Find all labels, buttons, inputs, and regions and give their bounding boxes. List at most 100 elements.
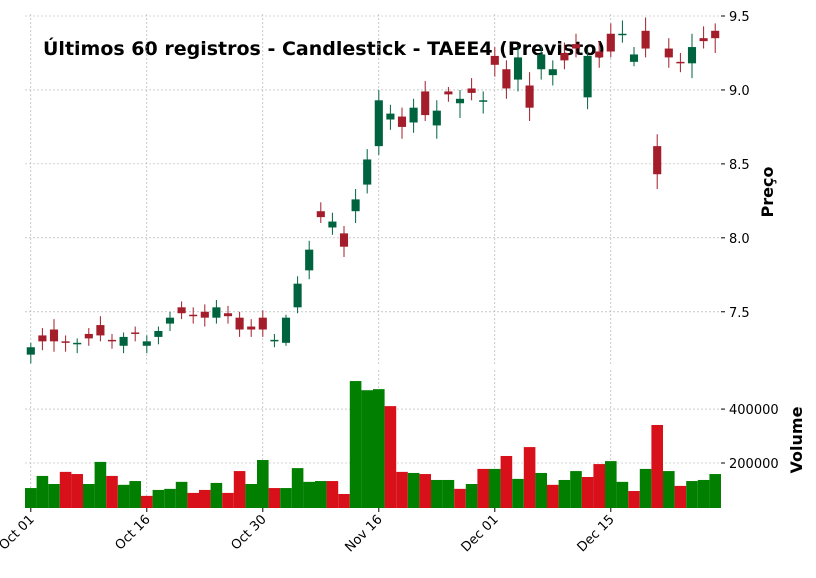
candle-body bbox=[513, 57, 523, 80]
candle-body bbox=[223, 313, 233, 317]
volume-bar bbox=[187, 492, 199, 508]
volume-bar bbox=[245, 484, 257, 508]
candle-body bbox=[154, 330, 163, 337]
volume-bar bbox=[512, 478, 524, 508]
candle-body bbox=[479, 100, 488, 102]
x-tick-label: Nov 16 bbox=[342, 512, 385, 555]
volume-bar bbox=[257, 460, 269, 508]
volume-bar bbox=[431, 479, 443, 508]
y-axis-label: Preço bbox=[758, 167, 777, 218]
volume-bar bbox=[48, 484, 60, 508]
candle-body bbox=[676, 61, 685, 64]
volume-bar bbox=[373, 389, 385, 508]
volume-bar bbox=[141, 495, 153, 508]
volume-bar bbox=[384, 406, 397, 508]
candle-body bbox=[49, 329, 59, 342]
candle-body bbox=[490, 55, 499, 65]
candle-body bbox=[687, 47, 697, 64]
candle-body bbox=[119, 336, 128, 346]
candle-body bbox=[537, 54, 546, 70]
candle-body bbox=[293, 283, 302, 308]
volume-bar bbox=[117, 484, 130, 508]
candle-body bbox=[73, 342, 82, 345]
y-tick-label: 9.5 bbox=[729, 10, 750, 25]
candle-body bbox=[571, 44, 581, 49]
volume-bar bbox=[199, 489, 211, 508]
candle-body bbox=[200, 311, 209, 318]
candle-body bbox=[26, 347, 35, 355]
volume-bar bbox=[547, 484, 559, 508]
candle-body bbox=[711, 30, 720, 39]
candle-body bbox=[548, 69, 557, 76]
volume-bar bbox=[535, 472, 547, 508]
candle-body bbox=[641, 30, 650, 49]
volume-bar bbox=[489, 468, 501, 508]
candle-body bbox=[131, 332, 140, 334]
volume-bar bbox=[674, 485, 687, 508]
volume-bar bbox=[454, 488, 466, 508]
volume-bar bbox=[349, 381, 362, 508]
x-tick-label: Oct 30 bbox=[229, 512, 270, 553]
candle-body bbox=[467, 88, 476, 93]
candle-body bbox=[247, 326, 256, 330]
candle-body bbox=[409, 107, 418, 123]
y-tick-label: 9.0 bbox=[729, 84, 750, 99]
volume-bar bbox=[164, 488, 176, 508]
y-tick-label: 8.0 bbox=[729, 232, 750, 247]
volume-bar bbox=[442, 479, 455, 508]
volume-bar bbox=[210, 482, 223, 508]
volume-bar bbox=[628, 491, 640, 508]
candle-body bbox=[629, 54, 639, 62]
volume-bar bbox=[152, 489, 165, 508]
volume-bar bbox=[523, 447, 536, 508]
volume-bar bbox=[222, 492, 234, 508]
volume-bar bbox=[686, 481, 698, 508]
volume-bar bbox=[268, 488, 281, 508]
candle-body bbox=[328, 221, 337, 228]
volume-bar bbox=[396, 471, 408, 508]
candle-body bbox=[444, 91, 453, 95]
volume-bar bbox=[616, 481, 629, 508]
candle-body bbox=[421, 91, 430, 116]
volume-bar bbox=[709, 474, 721, 508]
volume-bar bbox=[570, 471, 582, 508]
candle-body bbox=[595, 51, 604, 58]
candle-body bbox=[165, 317, 175, 324]
volume-bar bbox=[291, 468, 304, 508]
volume-bar bbox=[280, 488, 292, 508]
candle-body bbox=[664, 48, 673, 58]
volume-bar bbox=[129, 481, 141, 508]
volume-bar bbox=[581, 477, 594, 508]
volume-bar bbox=[651, 424, 663, 508]
volume-bar bbox=[697, 479, 710, 508]
candle-body bbox=[386, 113, 395, 120]
candle-body bbox=[84, 333, 93, 339]
volume-bar bbox=[94, 461, 107, 508]
volume-bar bbox=[233, 471, 246, 508]
candle-body bbox=[61, 341, 70, 343]
volume-bar bbox=[663, 471, 675, 508]
volume-bar bbox=[605, 461, 617, 508]
volume-bar bbox=[593, 464, 605, 508]
candle-body bbox=[270, 339, 279, 342]
volume-bar bbox=[419, 474, 431, 508]
x-tick-label: Dec 15 bbox=[575, 512, 618, 555]
volume-bar bbox=[36, 475, 49, 508]
volume-bar bbox=[106, 475, 118, 508]
candle-body bbox=[560, 52, 569, 61]
chart-title: Últimos 60 registros - Candlestick - TAE… bbox=[43, 36, 605, 60]
y-tick-label: 7.5 bbox=[729, 306, 750, 321]
candle-body bbox=[502, 69, 511, 89]
candle-body bbox=[432, 110, 441, 126]
candle-body bbox=[363, 159, 372, 185]
candle-body bbox=[107, 339, 117, 342]
candle-body bbox=[525, 85, 534, 108]
volume-bar bbox=[315, 481, 327, 508]
candle-body bbox=[618, 33, 627, 36]
volume-bar bbox=[303, 481, 315, 508]
candle-body bbox=[653, 146, 662, 175]
candle-body bbox=[397, 116, 407, 127]
volume-bar bbox=[639, 468, 652, 508]
volume-bar bbox=[465, 484, 478, 508]
